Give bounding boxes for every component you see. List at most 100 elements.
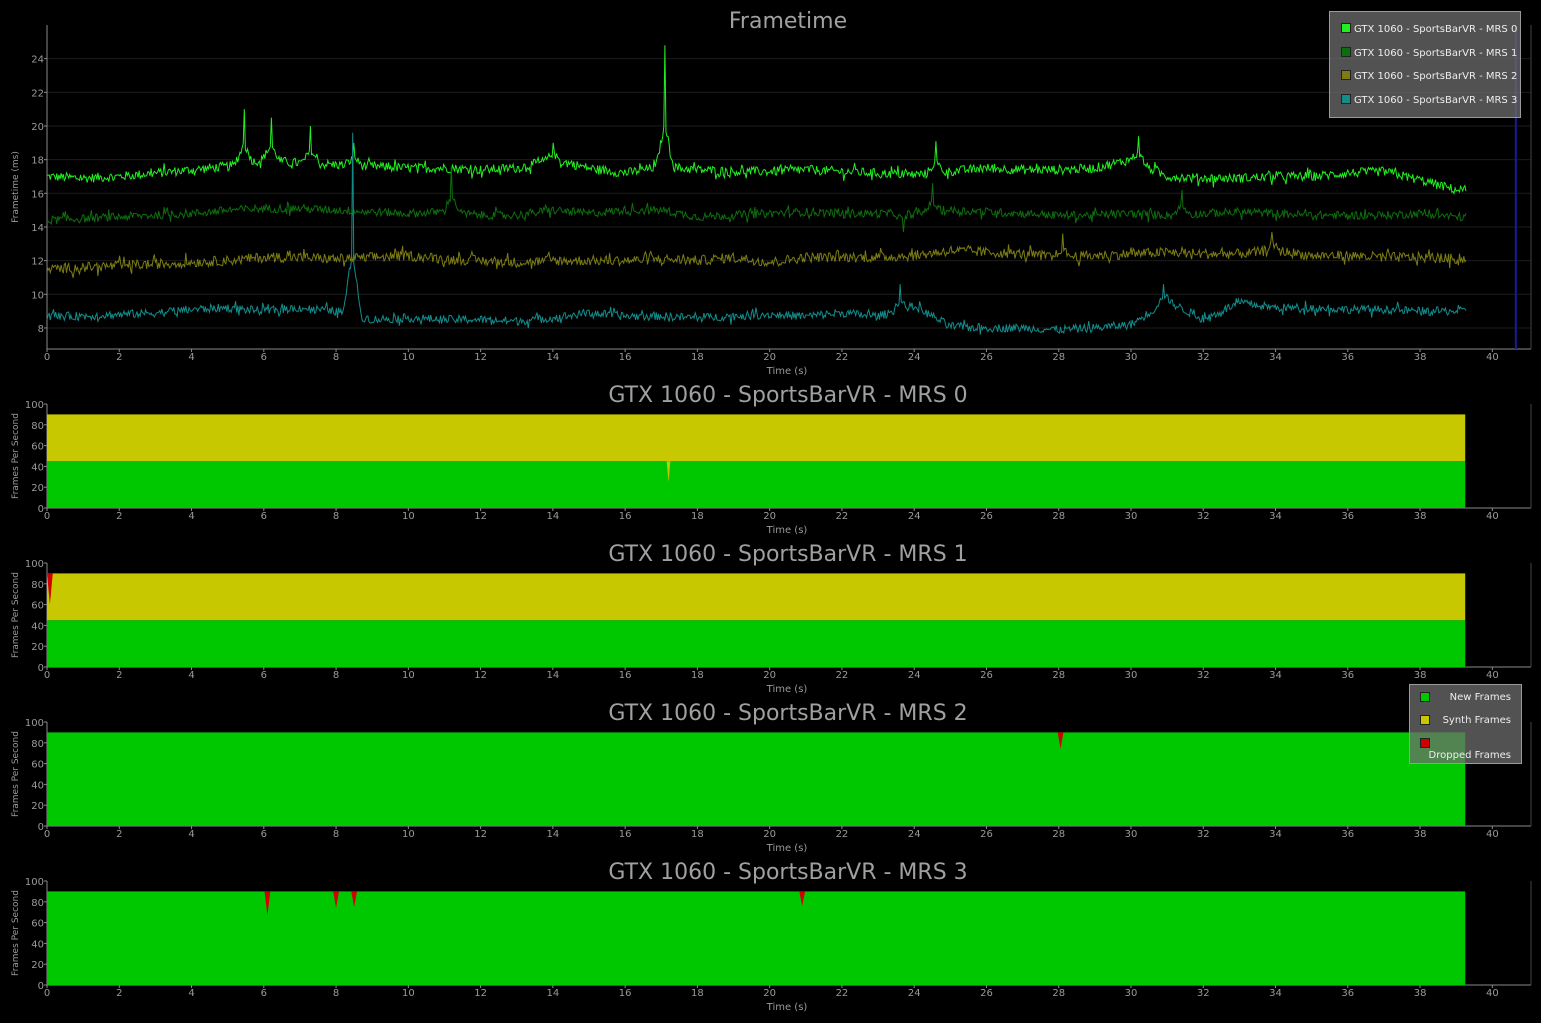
series-line-mrs-1 <box>46 166 1467 233</box>
x-tick-label: 6 <box>261 829 267 840</box>
x-tick-label: 14 <box>547 988 560 999</box>
legend-item: Synth Frames <box>1420 715 1511 727</box>
y-tick-label: 60 <box>31 919 44 930</box>
x-tick-label: 32 <box>1197 829 1210 840</box>
x-tick-label: 6 <box>261 670 267 681</box>
y-tick-label: 40 <box>31 780 44 791</box>
synth-frames-dip <box>666 461 671 482</box>
y-axis-label: Frames Per Second <box>11 413 21 499</box>
frametime-legend: GTX 1060 - SportsBarVR - MRS 0 GTX 1060 -… <box>1329 11 1521 118</box>
y-tick-label: 16 <box>31 189 44 200</box>
x-tick-label: 8 <box>333 670 339 681</box>
y-tick-label: 100 <box>25 718 44 729</box>
y-tick-label: 22 <box>31 88 44 99</box>
x-tick-label: 2 <box>116 988 122 999</box>
y-tick-label: 20 <box>31 483 44 494</box>
legend-swatch <box>1420 715 1430 725</box>
y-tick-label: 40 <box>31 462 44 473</box>
legend-swatch <box>1420 692 1430 702</box>
x-tick-label: 18 <box>691 988 704 999</box>
x-tick-label: 34 <box>1269 829 1282 840</box>
synth-frames-area <box>47 573 1466 621</box>
legend-label: GTX 1060 - SportsBarVR - MRS 3 <box>1354 94 1518 106</box>
x-tick-label: 22 <box>836 988 849 999</box>
x-tick-label: 18 <box>691 670 704 681</box>
x-tick-label: 30 <box>1125 352 1138 363</box>
x-tick-label: 36 <box>1341 511 1354 522</box>
x-tick-label: 0 <box>44 988 50 999</box>
x-tick-label: 24 <box>908 829 921 840</box>
x-tick-label: 16 <box>619 511 632 522</box>
x-axis-label: Time (s) <box>766 525 808 536</box>
y-tick-label: 60 <box>31 442 44 453</box>
x-tick-label: 20 <box>763 829 776 840</box>
x-tick-label: 4 <box>188 829 194 840</box>
y-tick-label: 20 <box>31 960 44 971</box>
x-tick-label: 32 <box>1197 670 1210 681</box>
dropped-frames-spike <box>799 891 806 906</box>
x-tick-label: 10 <box>402 670 415 681</box>
chart-title: Frametime <box>729 9 847 34</box>
dropped-frames-spike <box>333 891 339 909</box>
x-tick-label: 4 <box>188 352 194 363</box>
x-tick-label: 40 <box>1486 670 1499 681</box>
y-axis-label: Frames Per Second <box>11 572 21 658</box>
dropped-frames-spike <box>1057 732 1064 750</box>
x-axis-label: Time (s) <box>766 366 808 377</box>
new-frames-area <box>47 620 1466 667</box>
dropped-frames-spike <box>264 891 271 916</box>
x-tick-label: 28 <box>1052 352 1065 363</box>
y-tick-label: 40 <box>31 939 44 950</box>
x-tick-label: 34 <box>1269 670 1282 681</box>
x-tick-label: 26 <box>980 829 993 840</box>
legend-label: GTX 1060 - SportsBarVR - MRS 1 <box>1354 47 1518 59</box>
y-tick-label: 14 <box>31 223 44 234</box>
x-tick-label: 26 <box>980 511 993 522</box>
x-tick-label: 36 <box>1341 988 1354 999</box>
x-tick-label: 16 <box>619 670 632 681</box>
x-tick-label: 32 <box>1197 988 1210 999</box>
x-tick-label: 8 <box>333 511 339 522</box>
x-tick-label: 36 <box>1341 670 1354 681</box>
x-tick-label: 8 <box>333 829 339 840</box>
x-tick-label: 2 <box>116 511 122 522</box>
x-tick-label: 32 <box>1197 352 1210 363</box>
chart-title: GTX 1060 - SportsBarVR - MRS 1 <box>608 542 967 567</box>
x-tick-label: 26 <box>980 988 993 999</box>
y-tick-label: 80 <box>31 580 44 591</box>
legend-swatch <box>1420 738 1430 748</box>
x-tick-label: 12 <box>474 511 487 522</box>
y-tick-label: 60 <box>31 601 44 612</box>
chart-title: GTX 1060 - SportsBarVR - MRS 3 <box>608 860 967 885</box>
series-line-mrs-0 <box>46 45 1467 195</box>
x-tick-label: 28 <box>1052 670 1065 681</box>
x-axis-label: Time (s) <box>766 1002 808 1013</box>
x-tick-label: 20 <box>763 670 776 681</box>
x-tick-label: 20 <box>763 511 776 522</box>
legend-label: Dropped Frames <box>1428 750 1511 761</box>
y-axis-label: Frames Per Second <box>11 890 21 976</box>
y-tick-label: 24 <box>31 55 44 66</box>
x-tick-label: 22 <box>836 352 849 363</box>
x-tick-label: 22 <box>836 829 849 840</box>
x-tick-label: 10 <box>402 829 415 840</box>
x-tick-label: 24 <box>908 988 921 999</box>
fps-legend: New Frames Synth Frames Dropped Frames <box>1409 684 1522 764</box>
y-tick-label: 0 <box>38 981 44 992</box>
new-frames-area <box>47 891 1466 985</box>
x-tick-label: 38 <box>1414 988 1427 999</box>
y-tick-label: 100 <box>25 877 44 888</box>
x-tick-label: 24 <box>908 511 921 522</box>
legend-item: GTX 1060 - SportsBarVR - MRS 2 <box>1341 70 1517 82</box>
y-tick-label: 80 <box>31 898 44 909</box>
x-axis-label: Time (s) <box>766 843 808 854</box>
y-tick-label: 20 <box>31 642 44 653</box>
y-tick-label: 20 <box>31 801 44 812</box>
x-tick-label: 0 <box>44 352 50 363</box>
x-tick-label: 14 <box>547 511 560 522</box>
legend-label: GTX 1060 - SportsBarVR - MRS 0 <box>1354 24 1518 35</box>
x-tick-label: 26 <box>980 670 993 681</box>
x-tick-label: 16 <box>619 829 632 840</box>
x-tick-label: 40 <box>1486 352 1499 363</box>
new-frames-area <box>47 732 1466 826</box>
